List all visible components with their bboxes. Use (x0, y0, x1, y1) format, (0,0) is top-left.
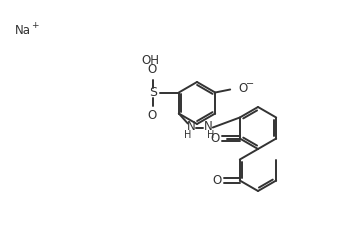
Text: H: H (207, 130, 214, 139)
Text: O: O (238, 82, 247, 95)
Text: −: − (246, 79, 254, 88)
Text: N: N (187, 120, 195, 133)
Text: +: + (31, 21, 38, 30)
Text: S: S (149, 86, 157, 99)
Text: OH: OH (142, 54, 160, 67)
Text: H: H (184, 130, 191, 139)
Text: O: O (147, 63, 156, 76)
Text: Na: Na (15, 25, 31, 38)
Text: O: O (147, 109, 156, 122)
Text: O: O (210, 132, 220, 145)
Text: N: N (203, 120, 212, 133)
Text: O: O (212, 174, 222, 187)
